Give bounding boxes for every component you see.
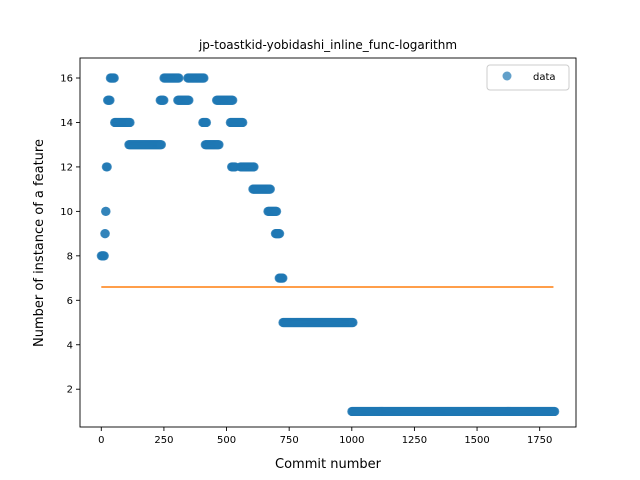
- legend-label: data: [533, 72, 556, 83]
- data-point: [199, 73, 209, 83]
- data-point: [272, 206, 282, 216]
- y-tick-label: 2: [67, 385, 73, 396]
- x-axis-label: Commit number: [275, 457, 382, 472]
- x-tick-label: 1000: [339, 435, 364, 446]
- data-point: [238, 117, 248, 128]
- x-tick-label: 0: [98, 435, 104, 446]
- data-point: [278, 273, 288, 283]
- data-point: [228, 95, 238, 105]
- x-tick-label: 1250: [402, 435, 427, 446]
- y-tick-label: 6: [67, 296, 73, 307]
- y-tick-label: 12: [60, 162, 73, 173]
- y-tick-label: 10: [60, 207, 73, 218]
- data-point: [265, 184, 275, 194]
- data-point: [174, 73, 184, 83]
- chart-title: jp-toastkid-yobidashi_inline_func-logari…: [198, 38, 457, 52]
- data-point: [348, 317, 358, 328]
- data-point: [125, 117, 135, 128]
- legend-box: [486, 64, 570, 91]
- plot-area: 0 250 500 750 1000 1250 1500 1750 2 4 6 8 10 12 14 16: [60, 57, 577, 446]
- data-point: [101, 206, 111, 216]
- data-point: [109, 73, 119, 83]
- x-tick-label: 750: [280, 435, 299, 446]
- data-point: [102, 162, 112, 172]
- legend: data: [486, 64, 570, 91]
- x-tick-label: 1750: [527, 435, 552, 446]
- data-point: [184, 95, 194, 105]
- y-tick-label: 4: [67, 340, 73, 351]
- legend-marker: [502, 71, 512, 81]
- y-tick-label: 8: [67, 251, 73, 262]
- data-point: [201, 117, 212, 128]
- data-point: [100, 229, 110, 239]
- data-point: [105, 95, 115, 105]
- data-point: [249, 162, 259, 172]
- data-point: [159, 95, 169, 105]
- y-tick-label: 14: [60, 118, 73, 129]
- y-axis-label: Number of instance of a feature: [32, 139, 47, 347]
- data-point: [214, 140, 224, 150]
- axes-frame: [79, 57, 577, 428]
- data-point: [275, 229, 285, 239]
- y-tick-label: 16: [60, 74, 73, 85]
- x-tick-label: 1500: [464, 435, 489, 446]
- data-point: [99, 251, 109, 261]
- data-point: [550, 406, 560, 417]
- data-point: [156, 140, 167, 150]
- x-tick-label: 500: [217, 435, 236, 446]
- x-tick-label: 250: [154, 435, 173, 446]
